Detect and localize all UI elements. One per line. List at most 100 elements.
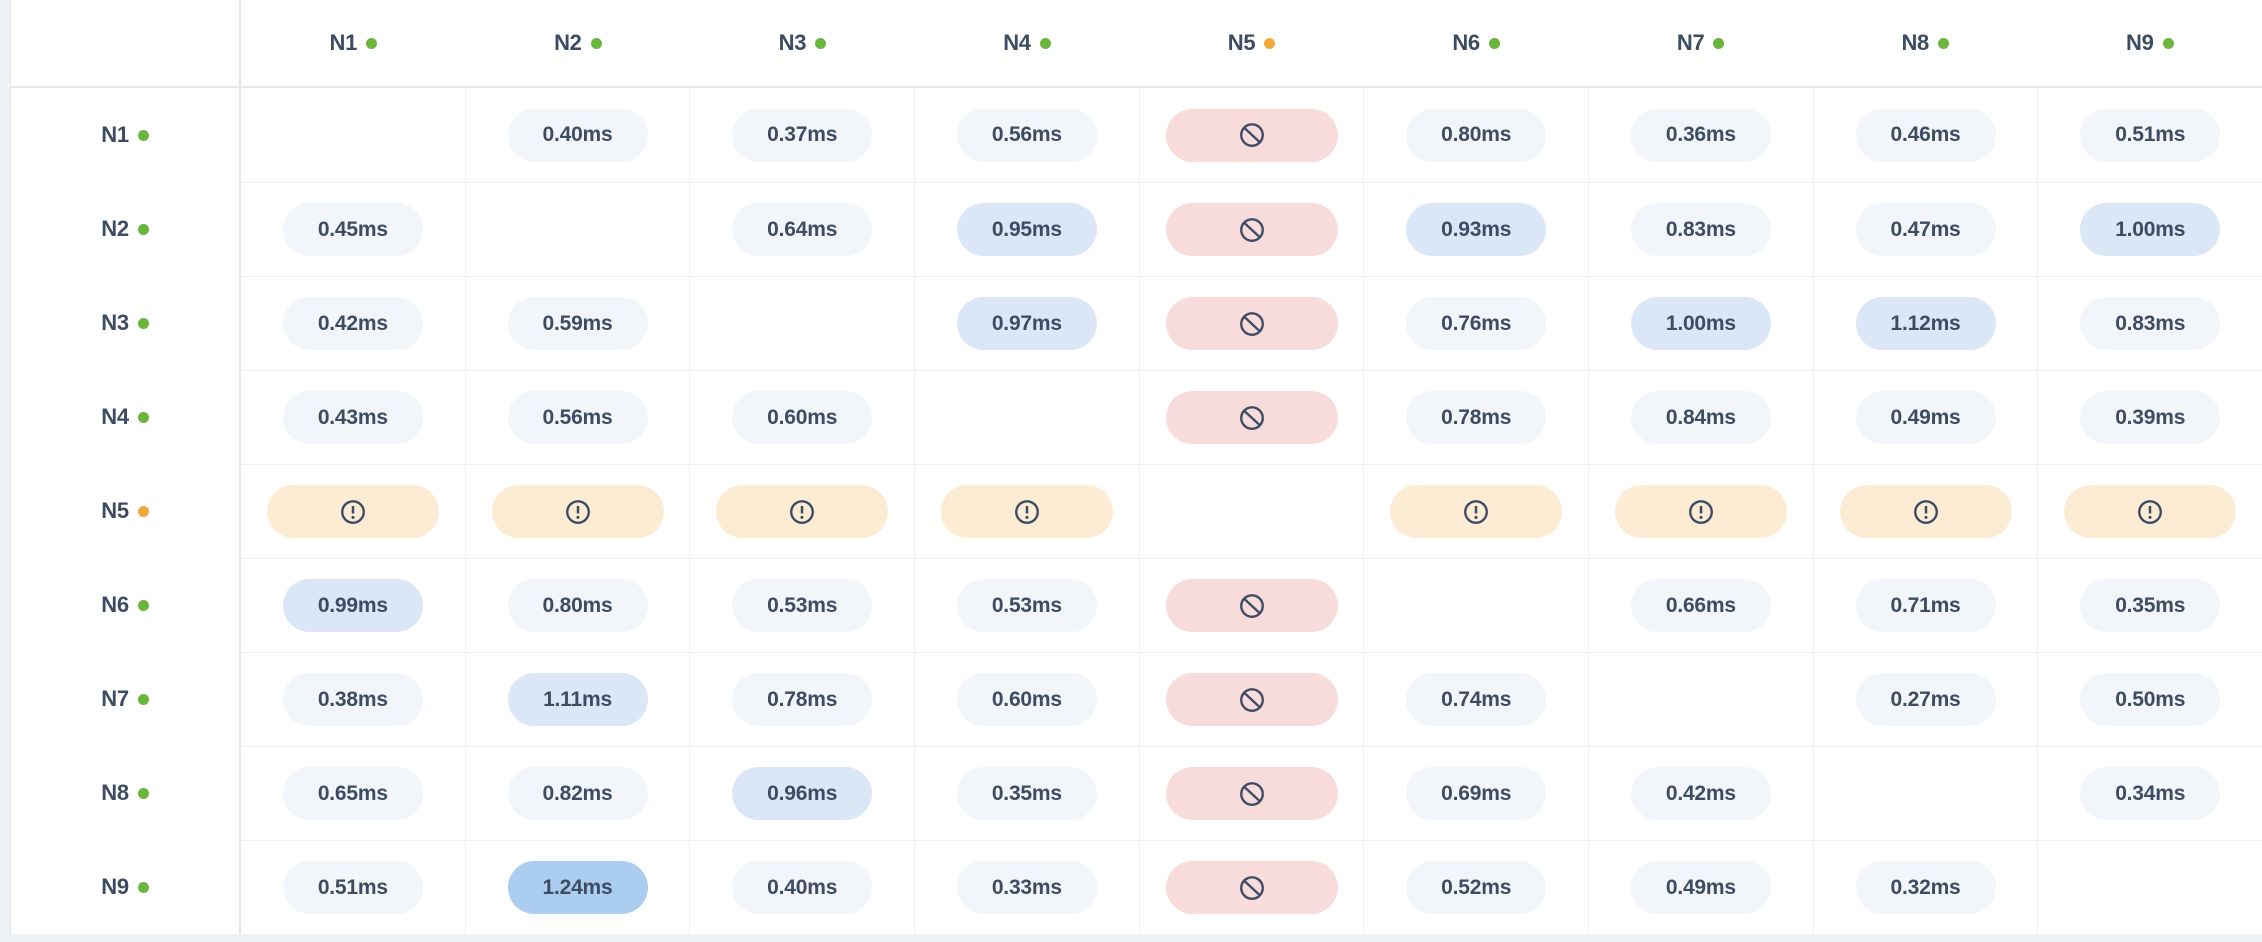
latency-cell: [1812, 464, 2038, 558]
latency-value-pill[interactable]: 0.80ms: [507, 579, 648, 632]
warning-pill[interactable]: [266, 485, 439, 538]
latency-value-pill[interactable]: 0.39ms: [2080, 391, 2221, 444]
latency-cell: 1.12ms: [1812, 276, 2038, 370]
blocked-icon: [1239, 875, 1264, 900]
online-status-dot: [1488, 37, 1500, 49]
row-header-n1: N1: [11, 88, 241, 182]
row-header-n2: N2: [11, 182, 241, 276]
blocked-pill[interactable]: [1165, 203, 1338, 256]
latency-value-pill[interactable]: 0.83ms: [1630, 203, 1771, 256]
blocked-pill[interactable]: [1165, 767, 1338, 820]
warning-status-dot: [137, 505, 149, 517]
online-status-dot: [137, 223, 149, 235]
warning-pill[interactable]: [2064, 485, 2237, 538]
node-label: N4: [1003, 30, 1031, 55]
latency-value-pill[interactable]: 0.33ms: [956, 861, 1097, 914]
latency-value-pill[interactable]: 0.46ms: [1855, 108, 1996, 162]
latency-value-pill[interactable]: 0.40ms: [507, 108, 648, 162]
latency-value-pill[interactable]: 0.50ms: [2080, 673, 2221, 726]
latency-value-pill[interactable]: 0.53ms: [956, 579, 1097, 632]
warning-pill[interactable]: [716, 485, 889, 538]
latency-value-pill[interactable]: 0.43ms: [282, 391, 423, 444]
blocked-pill[interactable]: [1165, 861, 1338, 914]
latency-value-pill[interactable]: 0.99ms: [282, 579, 423, 632]
latency-value-pill[interactable]: 0.66ms: [1630, 579, 1771, 632]
latency-value-pill[interactable]: 0.42ms: [1630, 767, 1771, 820]
warning-icon: [1913, 499, 1938, 524]
latency-value-pill[interactable]: 0.38ms: [282, 673, 423, 726]
latency-value-pill[interactable]: 1.12ms: [1855, 297, 1996, 350]
latency-value-pill[interactable]: 0.53ms: [732, 579, 873, 632]
latency-value-pill[interactable]: 0.78ms: [732, 673, 873, 726]
latency-cell: 0.37ms: [689, 88, 914, 182]
latency-value-pill[interactable]: 0.69ms: [1406, 767, 1547, 820]
warning-pill[interactable]: [1839, 485, 2012, 538]
latency-value-pill[interactable]: 0.65ms: [282, 767, 423, 820]
latency-value-pill[interactable]: 0.71ms: [1855, 579, 1996, 632]
warning-icon: [1014, 499, 1039, 524]
latency-value-pill[interactable]: 0.45ms: [282, 203, 423, 256]
latency-value-pill[interactable]: 0.47ms: [1855, 203, 1996, 256]
online-status-dot: [137, 881, 149, 893]
latency-value-pill[interactable]: 0.96ms: [732, 767, 873, 820]
latency-value-pill[interactable]: 0.27ms: [1855, 673, 1996, 726]
warning-pill[interactable]: [940, 485, 1113, 538]
latency-value-pill[interactable]: 0.82ms: [507, 767, 648, 820]
latency-value-pill[interactable]: 0.40ms: [732, 861, 873, 914]
latency-value-pill[interactable]: 0.35ms: [2080, 579, 2221, 632]
latency-cell: [1138, 276, 1364, 370]
latency-value-pill[interactable]: 0.51ms: [282, 861, 423, 914]
latency-value-pill[interactable]: 0.97ms: [956, 297, 1097, 350]
latency-value-pill[interactable]: 0.42ms: [282, 297, 423, 350]
warning-pill[interactable]: [1390, 485, 1563, 538]
matrix-row-n6: N6 0.99ms 0.80ms 0.53ms 0.53ms 0.66ms 0.71ms 0.…: [11, 558, 2262, 652]
latency-value-pill[interactable]: 0.49ms: [1630, 861, 1771, 914]
latency-value-pill[interactable]: 0.83ms: [2080, 297, 2221, 350]
latency-cell: [1138, 558, 1364, 652]
latency-value-pill[interactable]: 1.11ms: [507, 673, 648, 726]
latency-cell: 0.71ms: [1812, 558, 2038, 652]
latency-value-pill[interactable]: 0.32ms: [1855, 861, 1996, 914]
latency-cell: [1138, 370, 1364, 464]
latency-value-pill[interactable]: 0.78ms: [1406, 391, 1547, 444]
latency-value-pill[interactable]: 1.24ms: [507, 861, 648, 914]
warning-pill[interactable]: [491, 485, 664, 538]
blocked-pill[interactable]: [1165, 391, 1338, 444]
online-status-dot: [2162, 37, 2174, 49]
latency-value-pill[interactable]: 0.34ms: [2080, 767, 2221, 820]
latency-value-pill[interactable]: 0.74ms: [1406, 673, 1547, 726]
latency-value-pill[interactable]: 0.37ms: [732, 108, 873, 162]
latency-value-pill[interactable]: 0.51ms: [2080, 108, 2221, 162]
latency-value-pill[interactable]: 0.60ms: [956, 673, 1097, 726]
latency-value-pill[interactable]: 1.00ms: [1630, 297, 1771, 350]
blocked-pill[interactable]: [1165, 297, 1338, 350]
node-label: N8: [101, 780, 129, 805]
latency-value-pill[interactable]: 1.00ms: [2080, 203, 2221, 256]
blocked-pill[interactable]: [1165, 673, 1338, 726]
column-header-n4: N4: [915, 0, 1140, 86]
column-header-row: N1 N2 N3 N4 N5 N6 N7 N8 N9: [11, 0, 2262, 88]
latency-value-pill[interactable]: 0.95ms: [956, 203, 1097, 256]
latency-value-pill[interactable]: 0.59ms: [507, 297, 648, 350]
latency-value-pill[interactable]: 0.84ms: [1630, 391, 1771, 444]
column-header-n1: N1: [241, 0, 466, 86]
latency-value-pill[interactable]: 0.49ms: [1855, 391, 1996, 444]
latency-value-pill[interactable]: 0.60ms: [732, 391, 873, 444]
latency-value-pill[interactable]: 0.80ms: [1406, 108, 1547, 162]
latency-value-pill[interactable]: 0.52ms: [1406, 861, 1547, 914]
warning-pill[interactable]: [1614, 485, 1787, 538]
node-label: N1: [329, 30, 358, 55]
latency-value-pill[interactable]: 0.93ms: [1406, 203, 1547, 256]
latency-value-pill[interactable]: 0.64ms: [732, 203, 873, 256]
matrix-row-n8: N8 0.65ms 0.82ms 0.96ms 0.35ms 0.69ms 0.42ms 0.…: [11, 746, 2262, 840]
node-label: N3: [101, 310, 129, 335]
blocked-pill[interactable]: [1165, 108, 1338, 162]
blocked-pill[interactable]: [1165, 579, 1338, 632]
latency-value-pill[interactable]: 0.56ms: [956, 108, 1097, 162]
node-label: N2: [101, 216, 129, 241]
latency-value-pill[interactable]: 0.56ms: [507, 391, 648, 444]
column-header-n7: N7: [1588, 0, 1813, 86]
latency-value-pill[interactable]: 0.35ms: [956, 767, 1097, 820]
latency-value-pill[interactable]: 0.76ms: [1406, 297, 1547, 350]
latency-value-pill[interactable]: 0.36ms: [1630, 108, 1771, 162]
